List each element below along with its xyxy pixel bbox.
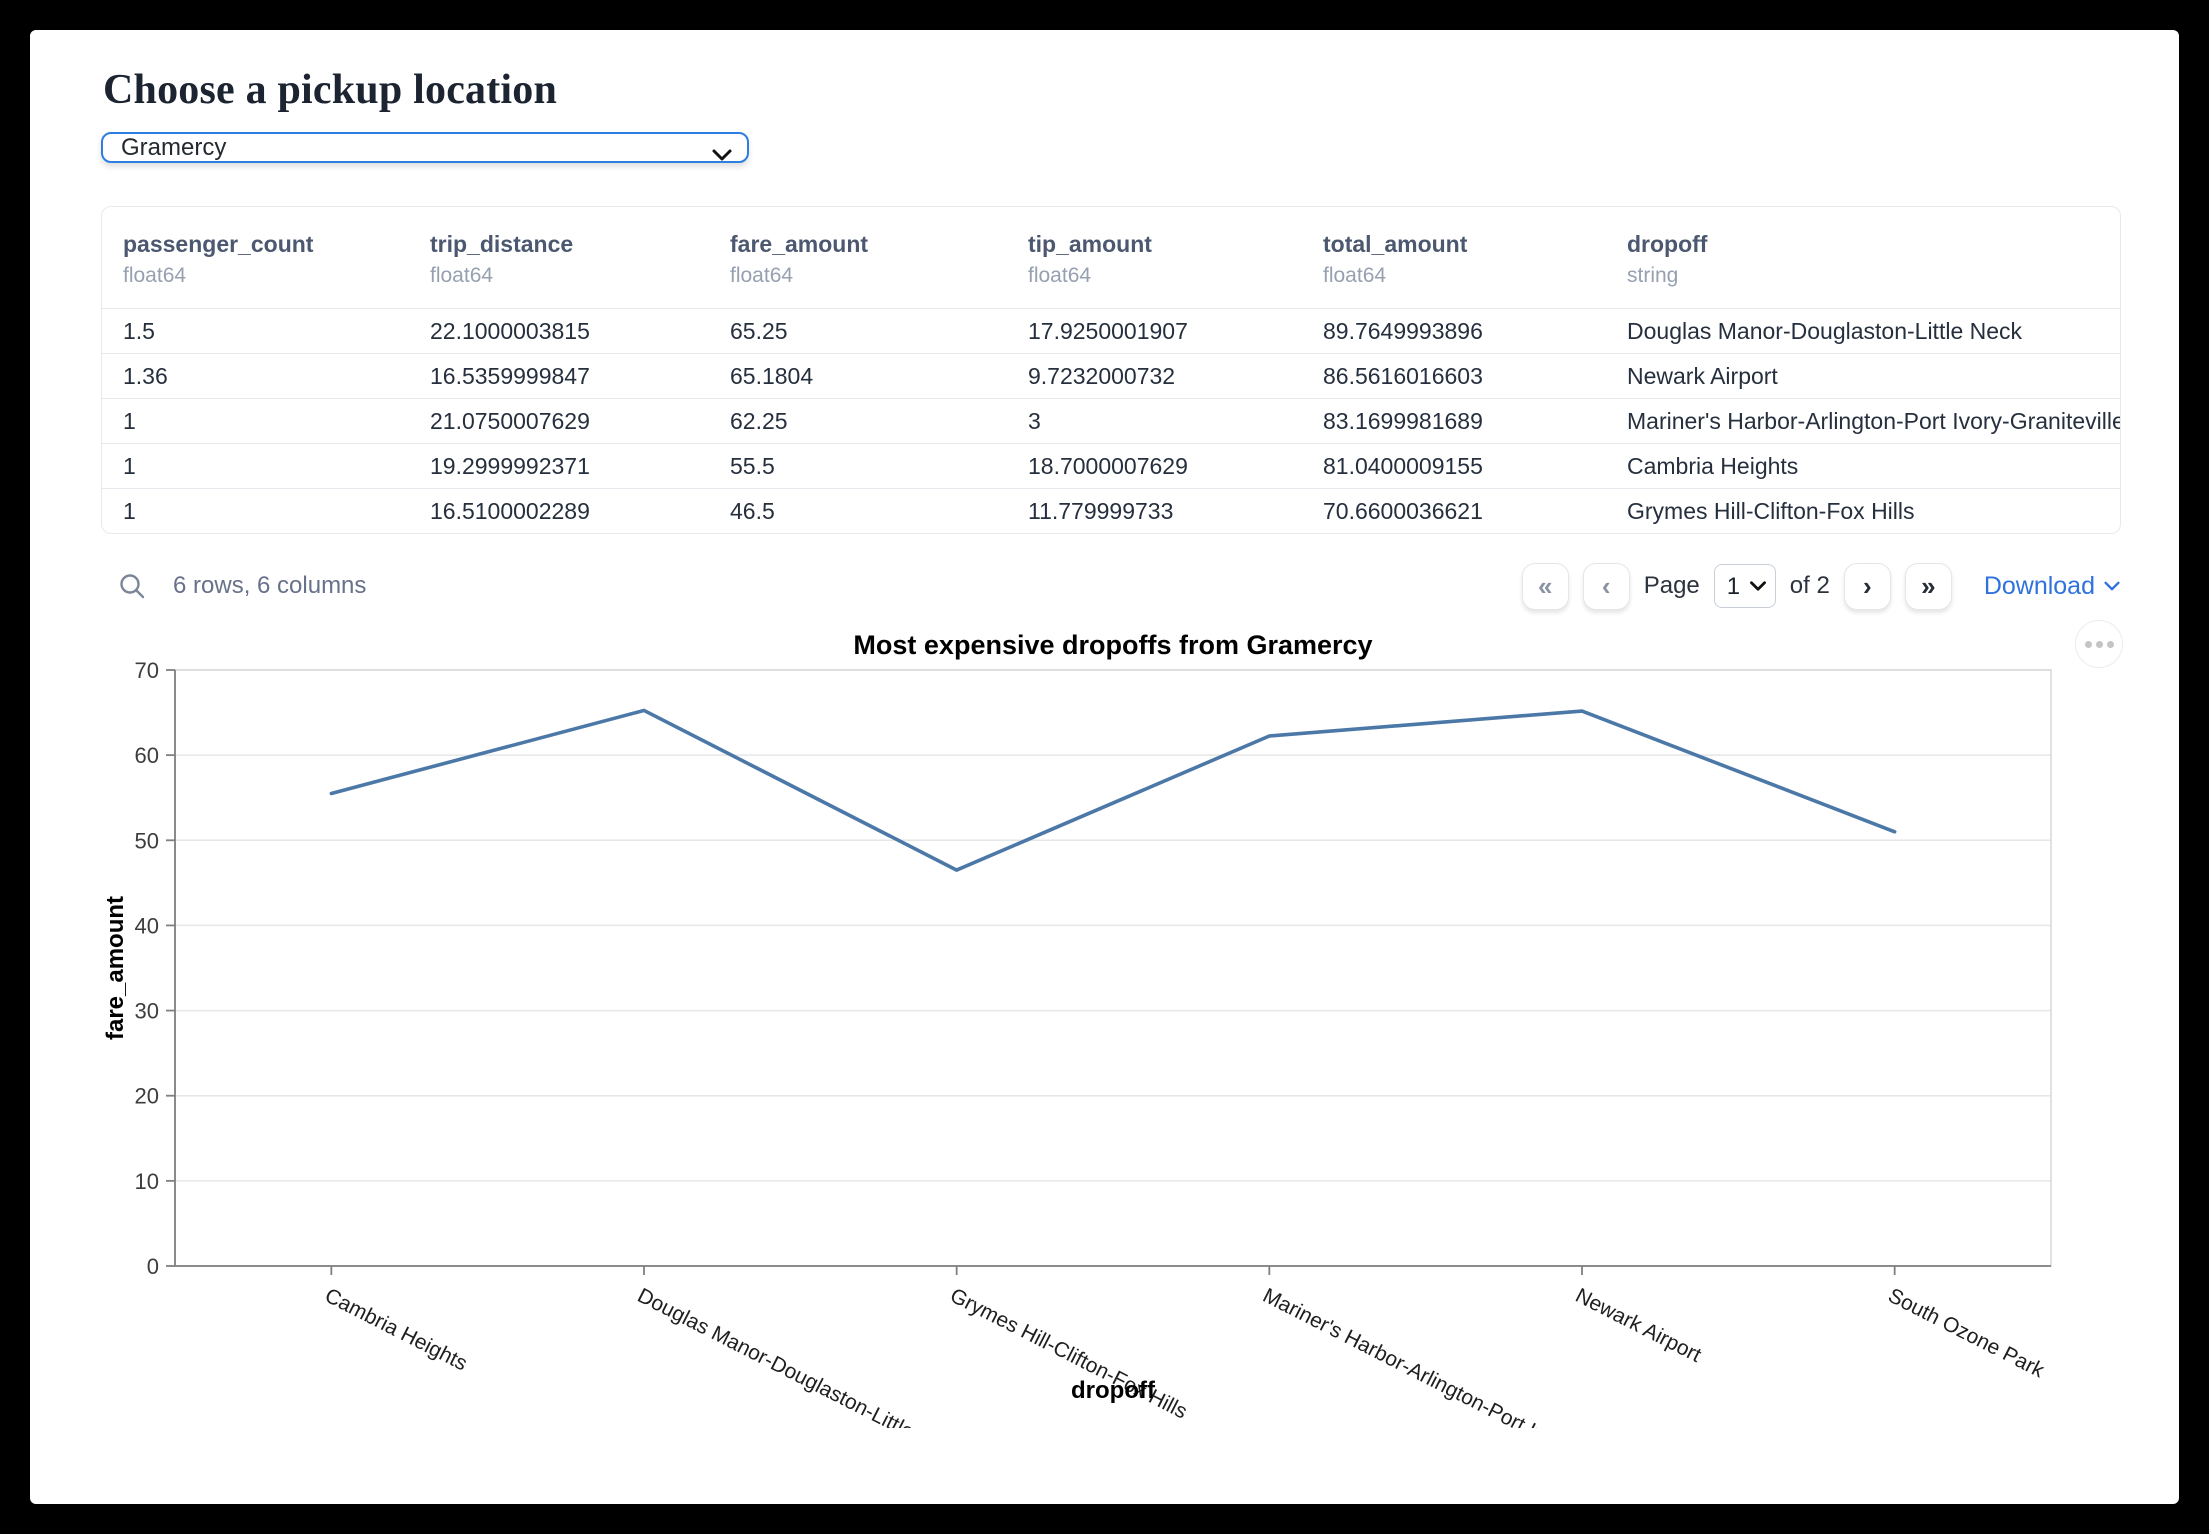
- y-tick-label: 50: [135, 828, 159, 853]
- page-select-wrap: 1: [1713, 564, 1776, 608]
- table-cell: 55.5: [730, 452, 775, 479]
- table-body: 1.5 22.1000003815 65.25 17.9250001907 89.764…: [102, 308, 2120, 533]
- table-cell: 83.1699981689: [1323, 407, 1483, 434]
- line-chart-svg: 0 10 20 30 40 50 60 70 Cambria Heights Douglas Ma…: [102, 630, 2052, 1473]
- x-tick-label: Douglas Manor-Douglaston-Little Neck: [634, 1284, 966, 1428]
- table-cell: 11.779999733: [1028, 497, 1174, 524]
- table-row: 1 21.0750007629 62.25 3 83.1699981689 Mariner…: [102, 398, 2120, 443]
- y-tick-label: 0: [147, 1254, 159, 1279]
- download-button[interactable]: Download: [1984, 572, 2121, 601]
- table-cell: 17.9250001907: [1028, 317, 1188, 344]
- data-table: passenger_count float64 trip_distance float…: [101, 206, 2121, 534]
- page-title: Choose a pickup location: [103, 67, 558, 113]
- table-cell: 18.7000007629: [1028, 452, 1188, 479]
- ellipsis-icon: [2095, 640, 2103, 648]
- table-header-row: passenger_count float64 trip_distance float…: [102, 207, 2120, 308]
- table-cell: 21.0750007629: [430, 407, 590, 434]
- table-cell: 9.7232000732: [1028, 362, 1176, 389]
- table-row: 1 16.5100002289 46.5 11.779999733 70.6600036…: [102, 488, 2120, 533]
- chart-options-button[interactable]: [2075, 620, 2123, 668]
- table-cell: 81.0400009155: [1323, 452, 1483, 479]
- column-header: tip_amount float64: [1028, 231, 1152, 287]
- table-cell: 86.5616016603: [1323, 362, 1483, 389]
- y-tick-label: 20: [135, 1084, 159, 1109]
- y-tick-label: 10: [135, 1169, 159, 1194]
- column-header: total_amount float64: [1323, 231, 1468, 287]
- y-tick-label: 60: [135, 743, 159, 768]
- table-row: 1.5 22.1000003815 65.25 17.9250001907 89.764…: [102, 308, 2120, 353]
- table-cell: 65.25: [730, 317, 788, 344]
- page-number-select[interactable]: 1: [1713, 564, 1776, 608]
- x-tick-label: Cambria Heights: [321, 1284, 471, 1376]
- x-tick-label: Mariner's Harbor-Arlington-Port Ivory-…: [1259, 1284, 1600, 1428]
- x-tick-label: Newark Airport: [1572, 1284, 1705, 1367]
- download-label: Download: [1983, 571, 2095, 600]
- table-footer: 6 rows, 6 columns « ‹ Page 1 of 2 › »: [101, 560, 2121, 612]
- page-label: Page: [1643, 572, 1700, 599]
- search-icon[interactable]: [117, 571, 147, 601]
- table-cell: 3: [1028, 407, 1041, 434]
- table-cell: 65.1804: [730, 362, 814, 389]
- table-cell: 46.5: [730, 497, 775, 524]
- table-cell: 16.5359999847: [430, 362, 590, 389]
- table-cell: Grymes Hill-Clifton-Fox Hills: [1627, 497, 1915, 524]
- y-tick-label: 40: [135, 913, 159, 938]
- chart-title: Most expensive dropoffs from Gramercy: [853, 630, 1372, 660]
- table-cell: 1: [123, 497, 136, 524]
- column-header: dropoff string: [1627, 231, 1708, 287]
- table-cell: 70.6600036621: [1323, 497, 1483, 524]
- table-cell: 1.36: [123, 362, 168, 389]
- column-header: fare_amount float64: [730, 231, 869, 287]
- pickup-location-select[interactable]: Gramercy: [101, 132, 749, 163]
- table-cell: Cambria Heights: [1627, 452, 1799, 479]
- pickup-select-wrap: Gramercy: [101, 132, 749, 178]
- table-row: 1 19.2999992371 55.5 18.7000007629 81.040000…: [102, 443, 2120, 488]
- ellipsis-icon: [2106, 640, 2114, 648]
- table-cell: 1.5: [123, 317, 155, 344]
- table-cell: Mariner's Harbor-Arlington-Port Ivory-Gr…: [1627, 407, 2120, 434]
- page-of-label: of 2: [1789, 572, 1830, 599]
- table-cell: 1: [123, 452, 136, 479]
- chevron-down-icon: [2104, 581, 2120, 591]
- next-page-button[interactable]: ›: [1843, 562, 1891, 610]
- table-cell: Newark Airport: [1627, 362, 1778, 389]
- table-summary: 6 rows, 6 columns: [173, 572, 367, 599]
- column-header: passenger_count float64: [123, 231, 314, 287]
- table-cell: 16.5100002289: [430, 497, 590, 524]
- x-axis-title: dropoff: [1071, 1377, 1156, 1404]
- fare-amount-line-series: [329, 708, 1897, 872]
- app-card: Choose a pickup location Gramercy passen…: [30, 30, 2179, 1504]
- table-cell: Douglas Manor-Douglaston-Little Neck: [1627, 317, 2023, 344]
- table-cell: 22.1000003815: [430, 317, 590, 344]
- y-tick-label: 30: [135, 999, 159, 1024]
- prev-page-button[interactable]: ‹: [1582, 562, 1630, 610]
- chart: 0 10 20 30 40 50 60 70 Cambria Heights Douglas Ma…: [101, 620, 2123, 1473]
- ellipsis-icon: [2084, 640, 2092, 648]
- x-tick-label: South Ozone Park: [1884, 1284, 2048, 1383]
- first-page-button[interactable]: «: [1521, 562, 1569, 610]
- table-row: 1.36 16.5359999847 65.1804 9.7232000732 86.5…: [102, 353, 2120, 398]
- table-cell: 62.25: [730, 407, 788, 434]
- y-axis-title: fare_amount: [102, 896, 129, 1040]
- last-page-button[interactable]: »: [1904, 562, 1952, 610]
- table-cell: 19.2999992371: [430, 452, 590, 479]
- column-header: trip_distance float64: [430, 231, 574, 287]
- table-cell: 89.7649993896: [1323, 317, 1483, 344]
- table-cell: 1: [123, 407, 136, 434]
- y-tick-label: 70: [135, 658, 159, 683]
